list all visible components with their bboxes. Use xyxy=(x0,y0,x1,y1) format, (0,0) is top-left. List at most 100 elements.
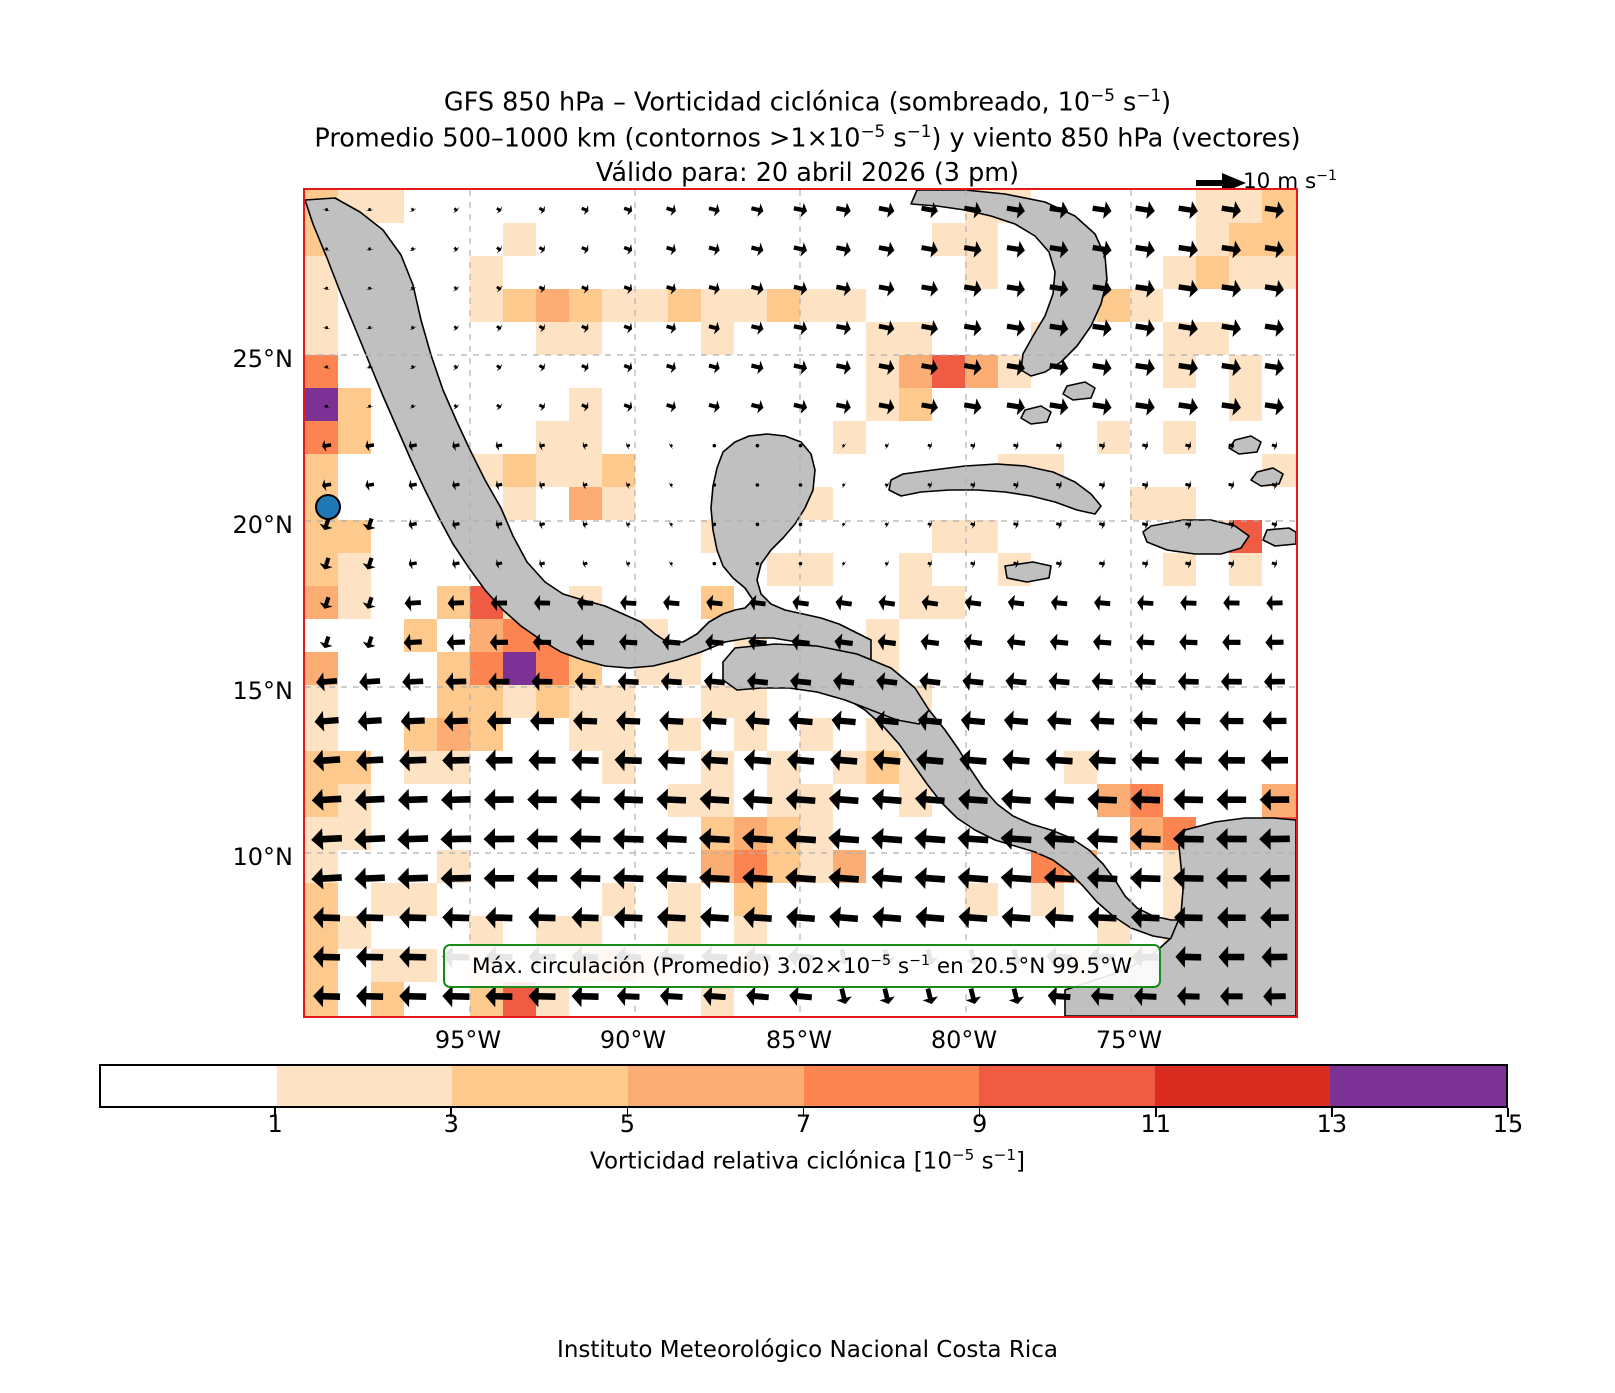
wind-vector-arrow xyxy=(613,788,644,811)
wind-vector-arrow xyxy=(1223,594,1240,612)
wind-vector-arrow xyxy=(581,401,589,412)
wind-vector-arrow xyxy=(921,594,939,611)
wind-vector-arrow xyxy=(357,710,382,732)
wind-vector-arrow xyxy=(496,324,503,332)
wind-vector-arrow xyxy=(409,286,417,291)
wind-vector-arrow xyxy=(496,402,503,411)
colorbar-tick-9 xyxy=(978,1108,981,1117)
wind-vector-arrow xyxy=(884,560,889,568)
wind-vector-arrow xyxy=(1228,519,1235,530)
wind-vector-arrow xyxy=(485,985,513,1008)
wind-vector-arrow xyxy=(919,671,941,691)
wind-vector-arrow xyxy=(921,280,938,297)
wind-vector-arrow xyxy=(571,985,599,1008)
wind-vector-arrow xyxy=(829,906,859,929)
colorbar[interactable] xyxy=(99,1064,1509,1117)
wind-vector-dot xyxy=(712,443,717,448)
wind-vector-arrow xyxy=(1259,788,1290,811)
wind-vector-arrow xyxy=(452,519,460,530)
wind-vector-arrow xyxy=(1049,279,1069,298)
wind-vector-dot xyxy=(798,522,803,527)
wind-vector-arrow xyxy=(1217,906,1246,929)
wind-vector-arrow xyxy=(365,440,375,452)
wind-vector-arrow xyxy=(1266,594,1283,612)
wind-vector-arrow xyxy=(871,827,903,850)
wind-vector-arrow xyxy=(1000,867,1032,890)
wind-vector-arrow xyxy=(528,985,556,1008)
wind-vector-arrow xyxy=(1002,749,1030,772)
wind-vector-arrow xyxy=(1092,240,1112,259)
colorbar-tick-1 xyxy=(274,1108,276,1117)
max-circulation-marker[interactable] xyxy=(315,494,341,520)
colorbar-tick-7 xyxy=(802,1108,805,1117)
wind-vector-arrow xyxy=(311,788,342,811)
wind-vector-arrow xyxy=(489,633,509,652)
colorbar-segment-4 xyxy=(803,1066,980,1106)
wind-vector-arrow xyxy=(745,710,770,732)
wind-vector-arrow xyxy=(452,325,460,332)
wind-vector-arrow xyxy=(1141,519,1149,530)
footer-credit: Instituto Meteorológico Nacional Costa R… xyxy=(557,1337,1058,1363)
wind-vector-arrow xyxy=(970,559,976,569)
wind-vector-arrow xyxy=(495,519,503,530)
wind-vector-arrow xyxy=(1006,201,1025,219)
wind-vector-arrow xyxy=(573,710,598,732)
wind-vector-arrow xyxy=(958,906,988,929)
colorbar-tick-3 xyxy=(450,1108,453,1117)
wind-vector-arrow xyxy=(921,398,938,415)
wind-vector-arrow xyxy=(876,671,898,691)
wind-vector-arrow xyxy=(1055,519,1062,530)
wind-vector-arrow xyxy=(917,710,943,732)
wind-vector-arrow xyxy=(362,596,376,609)
wind-vector-arrow xyxy=(538,244,546,254)
wind-vector-arrow xyxy=(581,244,589,255)
wind-vector-arrow xyxy=(702,710,727,732)
wind-vector-arrow xyxy=(1263,986,1286,1007)
x-tick-85W: 85°W xyxy=(765,1026,833,1054)
wind-vector-arrow xyxy=(959,749,987,772)
wind-vector-arrow xyxy=(313,945,341,968)
wind-vector-arrow xyxy=(538,205,546,215)
wind-vector-arrow xyxy=(1216,867,1247,890)
wind-vector-arrow xyxy=(409,325,417,330)
wind-vector-arrow xyxy=(699,867,730,890)
wind-vector-arrow xyxy=(1087,906,1117,929)
wind-vector-arrow xyxy=(1013,519,1019,530)
wind-vector-arrow xyxy=(319,596,333,609)
wind-vector-arrow xyxy=(1130,867,1161,890)
wind-vector-arrow xyxy=(963,241,982,258)
wind-vector-arrow xyxy=(877,633,897,651)
wind-vector-arrow xyxy=(1136,633,1155,651)
wind-vector-arrow xyxy=(1228,559,1235,569)
wind-vector-arrow xyxy=(582,520,588,529)
wind-vector-arrow xyxy=(748,633,767,651)
wind-vector-arrow xyxy=(828,827,860,850)
wind-vector-arrow xyxy=(612,867,644,890)
wind-vector-arrow xyxy=(879,988,895,1005)
wind-vector-arrow xyxy=(1185,480,1192,490)
wind-vector-arrow xyxy=(1130,906,1160,929)
wind-vector-arrow xyxy=(1013,480,1019,490)
colorbar-segment-3 xyxy=(627,1066,804,1106)
map-panel[interactable] xyxy=(303,188,1298,1018)
wind-vector-arrow xyxy=(927,481,932,490)
title-line-1: GFS 850 hPa – Vorticidad ciclónica (somb… xyxy=(443,85,1172,118)
wind-vector-arrow xyxy=(532,633,552,651)
wind-vector-arrow xyxy=(322,325,331,330)
wind-vector-arrow xyxy=(1055,441,1062,451)
wind-vector-arrow xyxy=(1141,559,1149,569)
wind-vector-arrow xyxy=(1135,201,1155,219)
wind-vector-arrow xyxy=(663,594,680,611)
wind-vector-dot xyxy=(798,561,803,566)
colorbar-tick-label-11: 11 xyxy=(1140,1110,1172,1138)
wind-vector-arrow xyxy=(828,867,860,890)
wind-vector-arrow xyxy=(1047,710,1072,732)
wind-vector-arrow xyxy=(1006,319,1025,337)
wind-vector-arrow xyxy=(703,986,726,1007)
wind-vector-arrow xyxy=(1049,397,1069,416)
wind-vector-arrow xyxy=(397,867,429,890)
wind-vector-arrow xyxy=(1178,240,1198,259)
wind-vector-arrow xyxy=(408,518,418,531)
wind-vector-arrow xyxy=(619,633,638,651)
wind-vector-arrow xyxy=(1264,319,1284,337)
